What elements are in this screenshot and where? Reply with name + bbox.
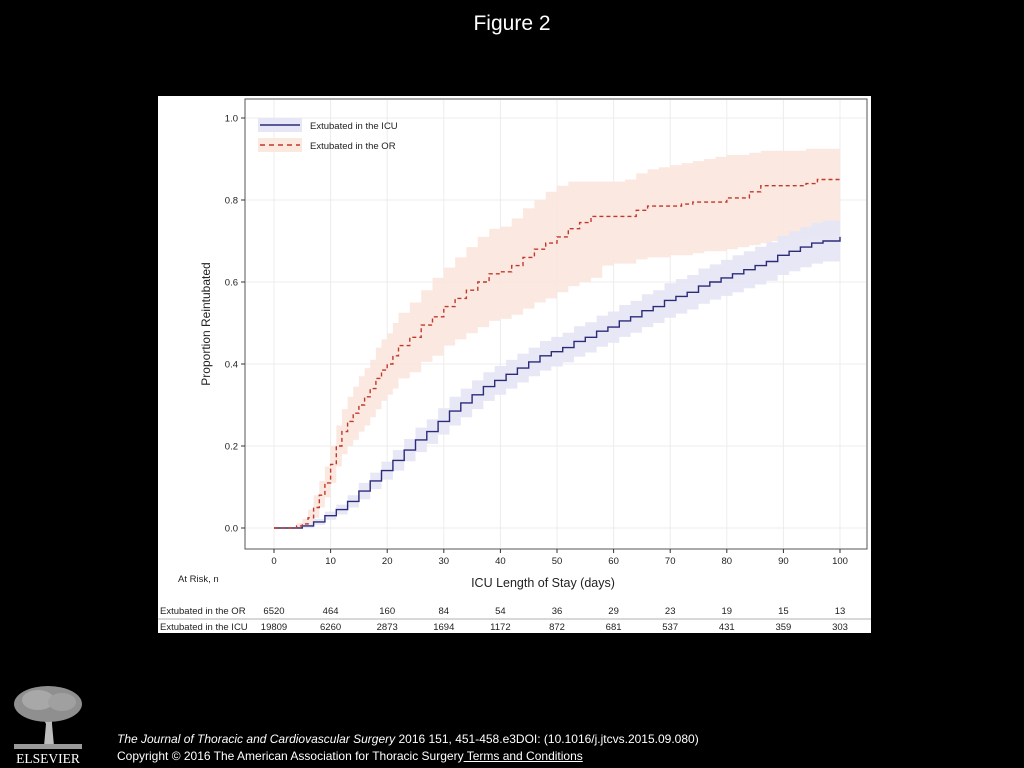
- at-risk-value-r0-c0: 6520: [263, 606, 284, 617]
- at-risk-value-r0-c9: 15: [778, 606, 789, 617]
- at-risk-header: At Risk, n: [178, 574, 219, 585]
- logo-ground: [14, 744, 82, 749]
- at-risk-value-r0-c5: 36: [552, 606, 563, 617]
- x-tick-label-6: 60: [608, 556, 619, 567]
- x-tick-label-1: 10: [325, 556, 336, 567]
- y-tick-label-5: 1.0: [225, 114, 238, 125]
- x-tick-label-9: 90: [778, 556, 789, 567]
- citation-details: 2016 151, 451-458.e3DOI: (10.1016/j.jtcv…: [395, 732, 699, 746]
- series-line-0: [274, 236, 841, 529]
- y-tick-label-0: 0.0: [225, 524, 238, 535]
- footer-citation: The Journal of Thoracic and Cardiovascul…: [117, 731, 699, 765]
- at-risk-value-r0-c7: 23: [665, 606, 676, 617]
- at-risk-value-r0-c8: 19: [722, 606, 733, 617]
- at-risk-value-r1-c5: 872: [549, 622, 565, 633]
- at-risk-value-r0-c4: 54: [495, 606, 506, 617]
- at-risk-value-r1-c9: 359: [775, 622, 791, 633]
- at-risk-value-r1-c7: 537: [662, 622, 678, 633]
- legend-icu-label: Extubated in the ICU: [310, 121, 398, 132]
- copyright-line: Copyright © 2016 The American Associatio…: [117, 748, 699, 765]
- confidence-band-series-1: [274, 148, 840, 529]
- copyright-text: Copyright © 2016 The American Associatio…: [117, 749, 464, 763]
- km-chart: 0.0 0.2 0.4 0.6 0.8 1.0 0 10 20 30 40 50 60 70 80 90 10…: [158, 98, 871, 633]
- x-axis: 0 10 20 30 40 50 60 70 80 90 100: [271, 549, 848, 567]
- at-risk-values: 6520 464 160 84 54 36 29 23 19 15 13 19809 6260 2873 1…: [158, 606, 871, 633]
- y-tick-label-4: 0.8: [225, 196, 238, 207]
- at-risk-value-r1-c2: 2873: [377, 622, 398, 633]
- at-risk-value-r1-c10: 303: [832, 622, 848, 633]
- y-axis: 0.0 0.2 0.4 0.6 0.8 1.0: [225, 114, 245, 535]
- series-lines: [274, 177, 841, 529]
- at-risk-value-r1-c6: 681: [606, 622, 622, 633]
- figure-panel: 0.0 0.2 0.4 0.6 0.8 1.0 0 10 20 30 40 50 60 70 80 90 10…: [158, 96, 871, 633]
- logo-canopy-shade-2: [48, 693, 76, 711]
- x-tick-label-2: 20: [382, 556, 393, 567]
- terms-and-conditions-link[interactable]: Terms and Conditions: [463, 749, 583, 763]
- citation-line: The Journal of Thoracic and Cardiovascul…: [117, 731, 699, 748]
- at-risk-value-r1-c8: 431: [719, 622, 735, 633]
- slide-title: Figure 2: [473, 12, 551, 35]
- legend: Extubated in the ICU Extubated in the OR: [258, 118, 398, 152]
- at-risk-value-r0-c2: 160: [379, 606, 395, 617]
- at-risk-value-r0-c1: 464: [323, 606, 339, 617]
- x-axis-label: ICU Length of Stay (days): [471, 576, 615, 590]
- y-tick-label-1: 0.2: [225, 442, 238, 453]
- x-tick-label-4: 40: [495, 556, 506, 567]
- logo-wordmark: ELSEVIER: [16, 751, 80, 766]
- y-tick-label-2: 0.4: [225, 360, 238, 371]
- logo-canopy-shade: [22, 690, 54, 710]
- elsevier-logo: ELSEVIER: [14, 686, 82, 766]
- at-risk-value-r0-c10: 13: [835, 606, 846, 617]
- at-risk-value-r1-c3: 1694: [433, 622, 454, 633]
- legend-or-label: Extubated in the OR: [310, 141, 396, 152]
- x-tick-label-7: 70: [665, 556, 676, 567]
- at-risk-value-r1-c4: 1172: [490, 622, 510, 633]
- x-tick-label-5: 50: [552, 556, 563, 567]
- x-tick-label-0: 0: [271, 556, 276, 567]
- at-risk-row-label-icu: Extubated in the ICU: [160, 622, 248, 633]
- at-risk-value-r1-c1: 6260: [320, 622, 341, 633]
- y-tick-label-3: 0.6: [225, 278, 238, 289]
- x-tick-label-8: 80: [722, 556, 733, 567]
- at-risk-value-r0-c6: 29: [608, 606, 619, 617]
- at-risk-value-r1-c0: 19809: [261, 622, 287, 633]
- y-axis-label: Proportion Reintubated: [199, 262, 213, 385]
- at-risk-value-r0-c3: 84: [439, 606, 450, 617]
- at-risk-row-label-or: Extubated in the OR: [160, 606, 246, 617]
- series-line-1: [274, 177, 841, 529]
- x-tick-label-3: 30: [439, 556, 450, 567]
- x-tick-label-10: 100: [832, 556, 848, 567]
- journal-name: The Journal of Thoracic and Cardiovascul…: [117, 732, 396, 746]
